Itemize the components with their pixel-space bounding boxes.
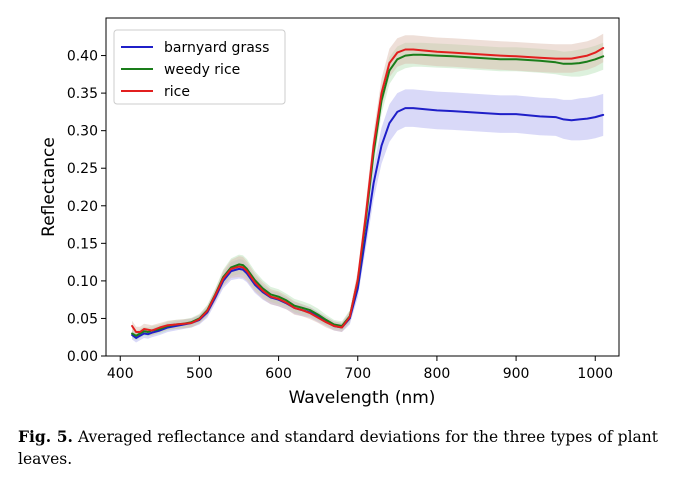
y-tick-label: 0.35: [67, 86, 98, 102]
x-tick-label: 400: [107, 366, 134, 382]
series-line-barnyard-grass: [131, 107, 605, 339]
chart: 400 500 600 700 800 900 1000 0.000.050.100.150…: [39, 17, 620, 408]
x-tick-label: 600: [265, 366, 292, 382]
y-tick-label: 0.00: [67, 349, 98, 365]
y-axis-title: Reflectance: [39, 137, 59, 237]
plot-frame: [105, 17, 620, 357]
y-tick-label: 0.30: [67, 124, 98, 140]
legend-label-barnyard-grass: barnyard grass: [164, 40, 269, 56]
std-band-weedy-rice: [132, 42, 604, 341]
y-tick-label: 0.05: [67, 311, 98, 327]
y-tick-label: 0.25: [67, 161, 98, 177]
caption-text: Averaged reflectance and standard deviat…: [18, 428, 658, 468]
legend-label-rice: rice: [164, 84, 190, 100]
x-tick-label: 1000: [577, 366, 613, 382]
series-lines: [131, 47, 605, 339]
figure-caption: Fig. 5. Averaged reflectance and standar…: [18, 426, 658, 470]
x-tick-label: 900: [503, 366, 530, 382]
series-line-rice: [131, 47, 605, 333]
x-tick-label: 800: [424, 366, 451, 382]
y-tick-label: 0.40: [67, 49, 98, 65]
x-axis-title: Wavelength (nm): [289, 388, 436, 408]
x-tick-label: 500: [186, 366, 213, 382]
std-band-rice: [132, 33, 604, 338]
caption-label: Fig. 5.: [18, 427, 73, 446]
legend: barnyard grass weedy rice rice: [113, 29, 286, 105]
y-tick-label: 0.10: [67, 274, 98, 290]
x-tick-label: 700: [344, 366, 371, 382]
legend-box: [113, 29, 286, 105]
legend-label-weedy-rice: weedy rice: [164, 62, 240, 78]
x-axis: 400 500 600 700 800 900 1000: [107, 356, 613, 382]
y-tick-label: 0.15: [67, 236, 98, 252]
y-tick-label: 0.20: [67, 199, 98, 215]
y-axis: 0.00 0.05 0.10 0.15 0.20 0.25 0.30 0.35 0.40: [67, 49, 106, 365]
